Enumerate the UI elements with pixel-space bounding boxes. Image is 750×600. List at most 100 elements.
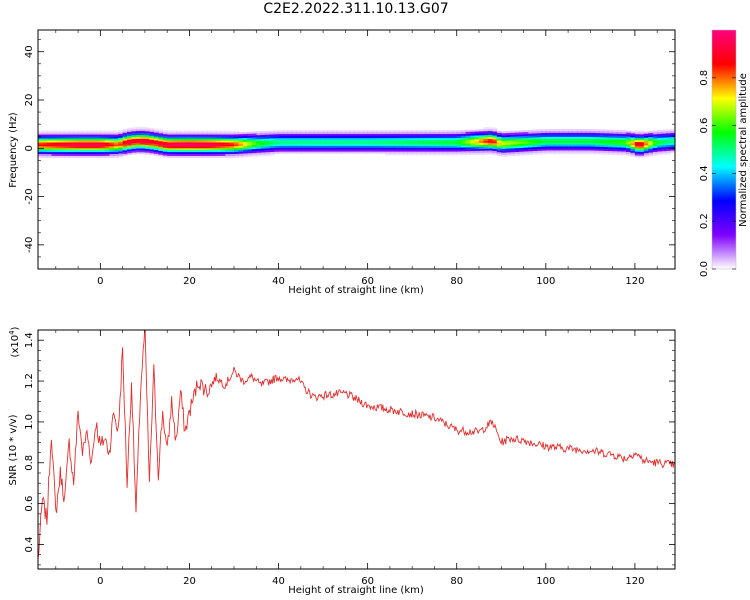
heatmap-cell bbox=[51, 140, 57, 143]
heatmap-cell bbox=[51, 153, 57, 156]
heatmap-cell bbox=[136, 150, 141, 153]
heatmap-cell bbox=[652, 132, 658, 135]
heatmap-cell bbox=[256, 154, 262, 157]
heatmap-cell bbox=[536, 129, 542, 132]
heatmap-cell bbox=[198, 149, 204, 153]
heatmap-cell bbox=[149, 149, 155, 152]
snr-y-axis-label: SNR (10 * v/v) bbox=[8, 414, 19, 485]
heatmap-cell bbox=[661, 131, 667, 134]
heatmap-cell bbox=[185, 153, 190, 156]
heatmap-cell bbox=[519, 151, 524, 154]
heatmap-cell bbox=[171, 142, 177, 145]
heatmap-cell bbox=[345, 135, 351, 139]
heatmap-cell bbox=[247, 141, 253, 144]
heatmap-cell bbox=[532, 145, 538, 148]
heatmap-cell bbox=[358, 130, 364, 133]
heatmap-cell bbox=[216, 149, 221, 153]
heatmap-cell bbox=[336, 132, 342, 135]
heatmap-cell bbox=[483, 133, 489, 136]
heatmap-cell bbox=[207, 138, 213, 141]
heatmap-cell bbox=[505, 132, 511, 136]
heatmap-cell bbox=[425, 151, 431, 154]
heatmap-cell bbox=[69, 151, 74, 155]
heatmap-cell bbox=[666, 148, 671, 151]
heatmap-cell bbox=[309, 135, 315, 139]
heatmap-cell bbox=[501, 144, 507, 147]
heatmap-cell bbox=[269, 145, 275, 149]
heatmap-cell bbox=[158, 139, 164, 142]
heatmap-cell bbox=[100, 144, 106, 147]
heatmap-cell bbox=[603, 133, 609, 136]
heatmap-cell bbox=[594, 129, 600, 132]
heatmap-cell bbox=[180, 142, 186, 145]
heatmap-cell bbox=[140, 152, 146, 155]
heatmap-cell bbox=[372, 143, 377, 146]
heatmap-cell bbox=[514, 136, 520, 139]
heatmap-cell bbox=[416, 139, 422, 142]
heatmap-cell bbox=[60, 148, 66, 151]
heatmap-cell bbox=[309, 137, 315, 141]
heatmap-cell bbox=[109, 138, 115, 141]
heatmap-cell bbox=[87, 130, 92, 133]
heatmap-cell bbox=[652, 147, 658, 151]
heatmap-cell bbox=[109, 149, 115, 153]
heatmap-cell bbox=[225, 148, 230, 151]
heatmap-cell bbox=[510, 132, 515, 135]
heatmap-cell bbox=[443, 151, 449, 154]
heatmap-cell bbox=[42, 142, 48, 145]
heatmap-cell bbox=[82, 149, 88, 153]
heatmap-cell bbox=[425, 134, 431, 137]
heatmap-cell bbox=[193, 153, 199, 156]
heatmap-cell bbox=[643, 151, 649, 154]
heatmap-cell bbox=[158, 135, 164, 138]
heatmap-cell bbox=[256, 148, 262, 151]
spectral-band bbox=[38, 127, 675, 158]
heatmap-cell bbox=[514, 149, 520, 152]
heatmap-cell bbox=[425, 143, 431, 146]
heatmap-cell bbox=[153, 138, 159, 141]
heatmap-cell bbox=[599, 137, 605, 140]
heatmap-cell bbox=[621, 135, 627, 139]
heatmap-cell bbox=[358, 132, 364, 135]
heatmap-cell bbox=[118, 130, 123, 133]
heatmap-cell bbox=[60, 132, 66, 135]
heatmap-cell bbox=[113, 130, 119, 133]
heatmap-cell bbox=[381, 145, 386, 148]
heatmap-cell bbox=[470, 147, 475, 150]
heatmap-cell bbox=[309, 151, 315, 154]
heatmap-cell bbox=[568, 140, 573, 143]
heatmap-cell bbox=[189, 153, 195, 156]
heatmap-cell bbox=[149, 129, 155, 133]
heatmap-cell bbox=[385, 135, 391, 139]
heatmap-cell bbox=[225, 134, 230, 137]
heatmap-cell bbox=[269, 147, 275, 151]
heatmap-cell bbox=[643, 131, 649, 134]
heatmap-cell bbox=[260, 142, 266, 145]
heatmap-cell bbox=[519, 134, 524, 137]
heatmap-cell bbox=[104, 134, 110, 137]
heatmap-cell bbox=[425, 147, 431, 150]
heatmap-cell bbox=[643, 133, 649, 136]
heatmap-cell bbox=[180, 134, 186, 137]
heatmap-cell bbox=[38, 149, 43, 153]
heatmap-cell bbox=[69, 132, 74, 135]
heatmap-cell bbox=[180, 136, 186, 139]
heatmap-cell bbox=[425, 130, 431, 133]
heatmap-cell bbox=[470, 135, 475, 138]
heatmap-cell bbox=[60, 144, 66, 147]
heatmap-cell bbox=[314, 132, 319, 135]
heatmap-cell bbox=[465, 151, 471, 154]
heatmap-cell bbox=[492, 148, 498, 152]
heatmap-cell bbox=[171, 130, 177, 133]
heatmap-cell bbox=[327, 145, 333, 148]
heatmap-cell bbox=[367, 130, 373, 133]
heatmap-cell bbox=[327, 147, 333, 150]
heatmap-cell bbox=[372, 135, 377, 139]
heatmap-cell bbox=[652, 134, 658, 137]
heatmap-cell bbox=[300, 145, 306, 148]
heatmap-cell bbox=[545, 132, 551, 135]
heatmap-cell bbox=[104, 140, 110, 143]
heatmap-cell bbox=[358, 141, 364, 144]
heatmap-cell bbox=[670, 142, 675, 145]
heatmap-cell bbox=[291, 132, 297, 135]
